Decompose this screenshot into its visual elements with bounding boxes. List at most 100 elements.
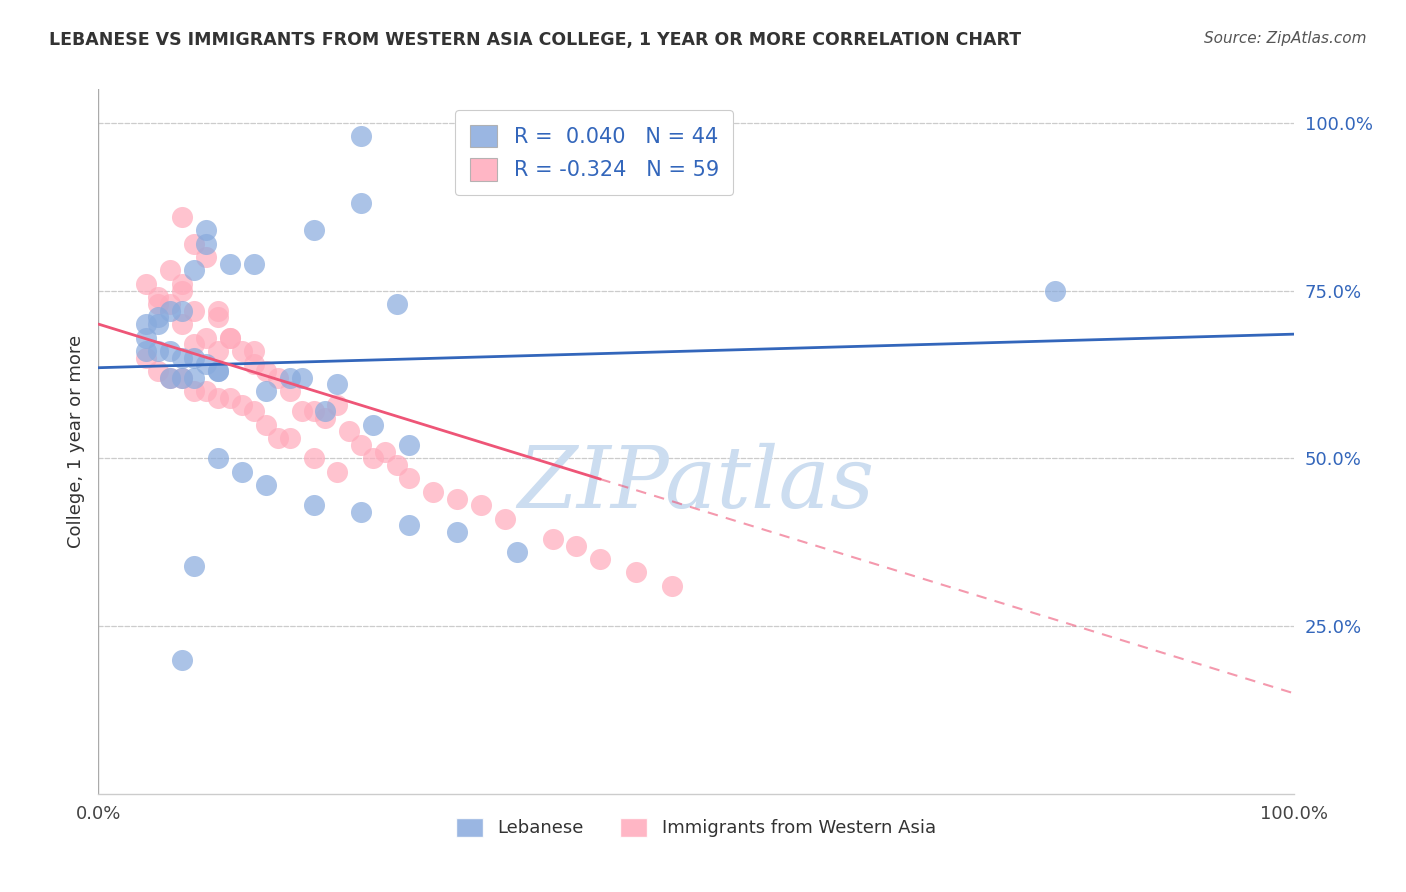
- Point: [172, 277, 194, 291]
- Text: ZIPatlas: ZIPatlas: [517, 442, 875, 525]
- Point: [135, 343, 157, 358]
- Point: [172, 284, 194, 298]
- Point: [207, 451, 229, 466]
- Point: [350, 438, 373, 452]
- Point: [291, 371, 314, 385]
- Point: [326, 377, 349, 392]
- Point: [243, 357, 266, 371]
- Point: [315, 411, 337, 425]
- Point: [148, 310, 170, 325]
- Point: [148, 290, 170, 304]
- Point: [1043, 284, 1066, 298]
- Point: [541, 532, 564, 546]
- Point: [207, 303, 229, 318]
- Point: [326, 465, 349, 479]
- Point: [254, 364, 277, 378]
- Point: [183, 337, 205, 351]
- Point: [254, 478, 277, 492]
- Point: [565, 539, 588, 553]
- Point: [135, 351, 157, 365]
- Point: [494, 512, 516, 526]
- Legend: Lebanese, Immigrants from Western Asia: Lebanese, Immigrants from Western Asia: [446, 806, 946, 848]
- Point: [339, 425, 361, 439]
- Point: [219, 257, 242, 271]
- Point: [148, 343, 170, 358]
- Point: [446, 525, 468, 540]
- Point: [159, 343, 181, 358]
- Point: [207, 343, 229, 358]
- Point: [183, 371, 205, 385]
- Point: [267, 431, 290, 445]
- Point: [243, 343, 266, 358]
- Point: [207, 310, 229, 325]
- Point: [195, 384, 218, 399]
- Point: [231, 398, 253, 412]
- Point: [148, 364, 170, 378]
- Point: [315, 404, 337, 418]
- Point: [278, 371, 301, 385]
- Point: [159, 371, 181, 385]
- Point: [183, 384, 205, 399]
- Point: [446, 491, 468, 506]
- Point: [135, 277, 157, 291]
- Point: [159, 263, 181, 277]
- Point: [159, 371, 181, 385]
- Point: [398, 471, 420, 485]
- Point: [363, 451, 385, 466]
- Point: [422, 484, 444, 499]
- Point: [159, 303, 181, 318]
- Point: [385, 297, 409, 311]
- Point: [172, 351, 194, 365]
- Point: [172, 317, 194, 331]
- Point: [183, 351, 205, 365]
- Point: [350, 505, 373, 519]
- Y-axis label: College, 1 year or more: College, 1 year or more: [66, 335, 84, 548]
- Point: [350, 129, 373, 144]
- Point: [302, 223, 325, 237]
- Point: [398, 438, 420, 452]
- Point: [278, 384, 301, 399]
- Point: [626, 566, 648, 580]
- Point: [207, 391, 229, 405]
- Point: [302, 451, 325, 466]
- Point: [589, 552, 612, 566]
- Point: [195, 330, 218, 344]
- Point: [148, 317, 170, 331]
- Point: [183, 263, 205, 277]
- Point: [398, 518, 420, 533]
- Point: [661, 579, 683, 593]
- Point: [183, 303, 205, 318]
- Text: Source: ZipAtlas.com: Source: ZipAtlas.com: [1204, 31, 1367, 46]
- Point: [219, 330, 242, 344]
- Point: [135, 330, 157, 344]
- Point: [363, 417, 385, 432]
- Point: [243, 257, 266, 271]
- Point: [374, 444, 396, 458]
- Point: [267, 371, 290, 385]
- Point: [302, 404, 325, 418]
- Point: [326, 398, 349, 412]
- Point: [350, 196, 373, 211]
- Point: [195, 357, 218, 371]
- Point: [470, 498, 492, 512]
- Point: [135, 317, 157, 331]
- Point: [159, 297, 181, 311]
- Text: LEBANESE VS IMMIGRANTS FROM WESTERN ASIA COLLEGE, 1 YEAR OR MORE CORRELATION CHA: LEBANESE VS IMMIGRANTS FROM WESTERN ASIA…: [49, 31, 1021, 49]
- Point: [231, 343, 253, 358]
- Point: [506, 545, 529, 559]
- Point: [207, 364, 229, 378]
- Point: [172, 303, 194, 318]
- Point: [172, 371, 194, 385]
- Point: [231, 465, 253, 479]
- Point: [207, 364, 229, 378]
- Point: [195, 250, 218, 264]
- Point: [219, 391, 242, 405]
- Point: [195, 223, 218, 237]
- Point: [148, 297, 170, 311]
- Point: [172, 653, 194, 667]
- Point: [219, 330, 242, 344]
- Point: [243, 404, 266, 418]
- Point: [183, 558, 205, 573]
- Point: [302, 498, 325, 512]
- Point: [254, 417, 277, 432]
